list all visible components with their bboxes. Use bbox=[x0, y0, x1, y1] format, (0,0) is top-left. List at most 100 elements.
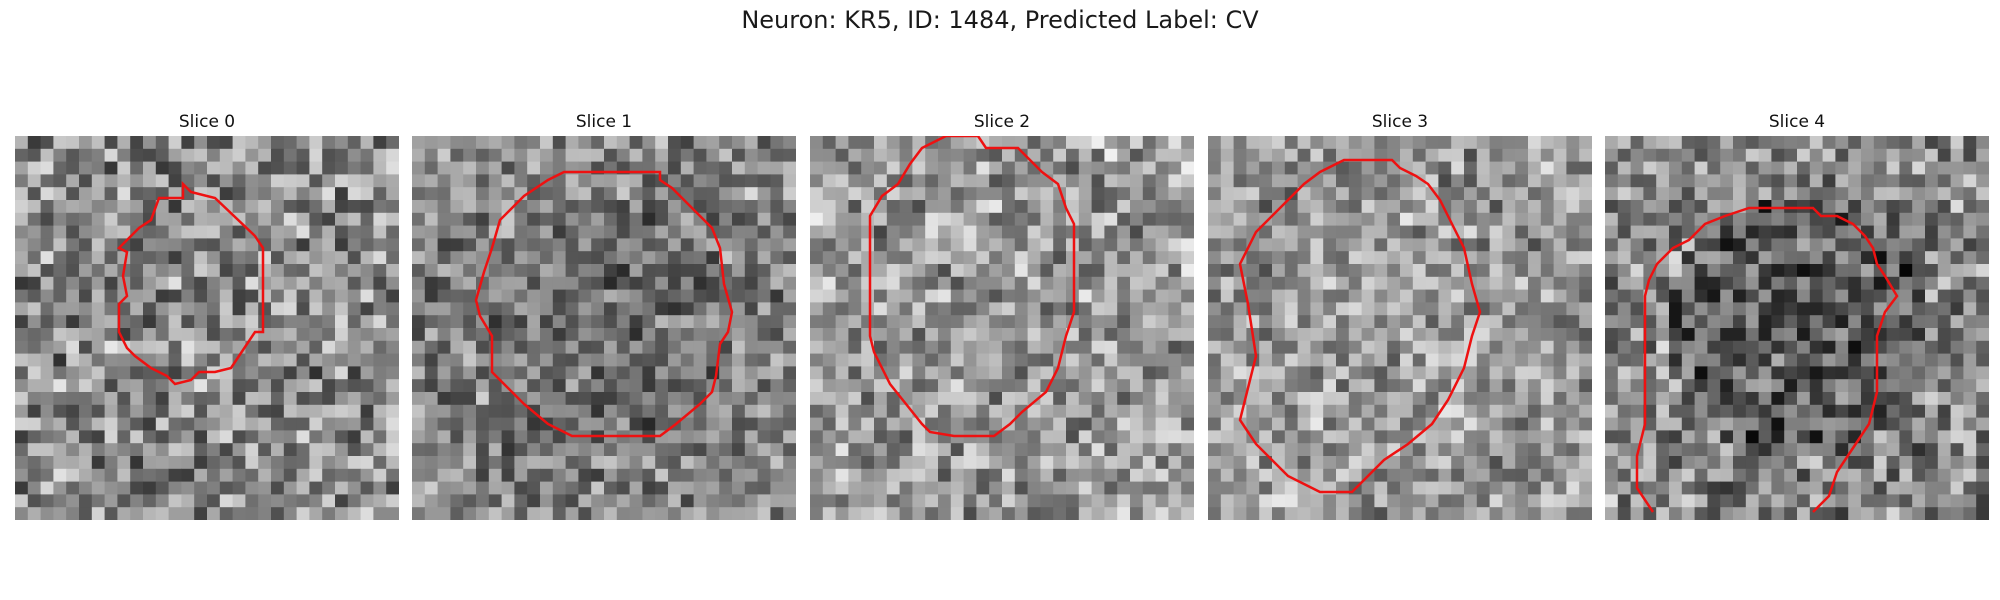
pixel bbox=[1758, 430, 1772, 444]
pixel bbox=[1142, 174, 1156, 188]
pixel bbox=[1117, 468, 1131, 482]
pixel bbox=[1758, 353, 1772, 367]
pixel bbox=[412, 404, 426, 418]
pixel bbox=[783, 302, 796, 316]
pixel bbox=[989, 225, 1003, 239]
pixel bbox=[322, 340, 336, 354]
pixel bbox=[232, 302, 246, 316]
pixel bbox=[835, 366, 849, 380]
pixel bbox=[1566, 212, 1580, 226]
pixel bbox=[1078, 174, 1092, 188]
pixel bbox=[1733, 225, 1747, 239]
pixel bbox=[912, 251, 926, 265]
pixel bbox=[219, 328, 233, 342]
pixel bbox=[770, 315, 784, 329]
pixel bbox=[1181, 417, 1194, 431]
pixel bbox=[1053, 468, 1067, 482]
pixel bbox=[1707, 494, 1721, 508]
pixel bbox=[1835, 276, 1849, 290]
pixel bbox=[309, 200, 323, 214]
pixel bbox=[1489, 379, 1503, 393]
pixel bbox=[437, 161, 451, 175]
pixel bbox=[1950, 328, 1964, 342]
pixel bbox=[616, 340, 630, 354]
pixel bbox=[1745, 366, 1759, 380]
pixel bbox=[181, 161, 195, 175]
pixel bbox=[1412, 366, 1426, 380]
pixel bbox=[1438, 353, 1452, 367]
pixel bbox=[232, 468, 246, 482]
pixel bbox=[1630, 200, 1644, 214]
pixel bbox=[1809, 148, 1823, 162]
pixel bbox=[130, 430, 144, 444]
pixel bbox=[232, 494, 246, 508]
pixel bbox=[450, 264, 464, 278]
pixel bbox=[1848, 212, 1862, 226]
pixel bbox=[1720, 148, 1734, 162]
pixel bbox=[770, 161, 784, 175]
pixel bbox=[938, 264, 952, 278]
pixel bbox=[1168, 379, 1182, 393]
pixel bbox=[1540, 136, 1554, 150]
pixel bbox=[1669, 379, 1683, 393]
pixel bbox=[143, 251, 157, 265]
pixel bbox=[1168, 392, 1182, 406]
pixel bbox=[1515, 187, 1529, 201]
pixel bbox=[1027, 392, 1041, 406]
pixel bbox=[693, 251, 707, 265]
pixel bbox=[1912, 315, 1926, 329]
pixel bbox=[1540, 212, 1554, 226]
pixel bbox=[591, 340, 605, 354]
pixel bbox=[1233, 200, 1247, 214]
pixel bbox=[40, 340, 54, 354]
pixel bbox=[783, 200, 796, 214]
pixel bbox=[168, 161, 182, 175]
pixel bbox=[347, 430, 361, 444]
pixel bbox=[1553, 289, 1567, 303]
pixel bbox=[1412, 174, 1426, 188]
pixel bbox=[53, 251, 67, 265]
pixel bbox=[1861, 302, 1875, 316]
pixel bbox=[1553, 161, 1567, 175]
pixel bbox=[194, 161, 208, 175]
pixel bbox=[719, 225, 733, 239]
pixel bbox=[476, 161, 490, 175]
pixel bbox=[1476, 379, 1490, 393]
pixel bbox=[219, 494, 233, 508]
pixel bbox=[373, 468, 387, 482]
pixel bbox=[181, 340, 195, 354]
pixel bbox=[1605, 443, 1619, 457]
pixel bbox=[1694, 264, 1708, 278]
pixel bbox=[91, 456, 105, 470]
pixel bbox=[1259, 276, 1273, 290]
pixel bbox=[732, 340, 746, 354]
pixel bbox=[1797, 366, 1811, 380]
pixel bbox=[1348, 148, 1362, 162]
pixel bbox=[66, 276, 80, 290]
pixel bbox=[578, 340, 592, 354]
pixel bbox=[1656, 264, 1670, 278]
pixel bbox=[1873, 136, 1887, 150]
pixel bbox=[1168, 200, 1182, 214]
pixel bbox=[1835, 238, 1849, 252]
pixel bbox=[1848, 264, 1862, 278]
pixel bbox=[1937, 328, 1951, 342]
pixel bbox=[27, 251, 41, 265]
pixel bbox=[1348, 161, 1362, 175]
pixel bbox=[1142, 315, 1156, 329]
pixel bbox=[732, 315, 746, 329]
pixel bbox=[1438, 289, 1452, 303]
pixel bbox=[1605, 366, 1619, 380]
pixel bbox=[899, 136, 913, 150]
pixel bbox=[347, 161, 361, 175]
pixel bbox=[271, 494, 285, 508]
pixel bbox=[1053, 417, 1067, 431]
pixel bbox=[104, 225, 118, 239]
pixel bbox=[1053, 238, 1067, 252]
pixel bbox=[1515, 289, 1529, 303]
pixel bbox=[335, 353, 349, 367]
pixel bbox=[950, 161, 964, 175]
pixel bbox=[1374, 404, 1388, 418]
pixel bbox=[181, 430, 195, 444]
pixel bbox=[219, 430, 233, 444]
